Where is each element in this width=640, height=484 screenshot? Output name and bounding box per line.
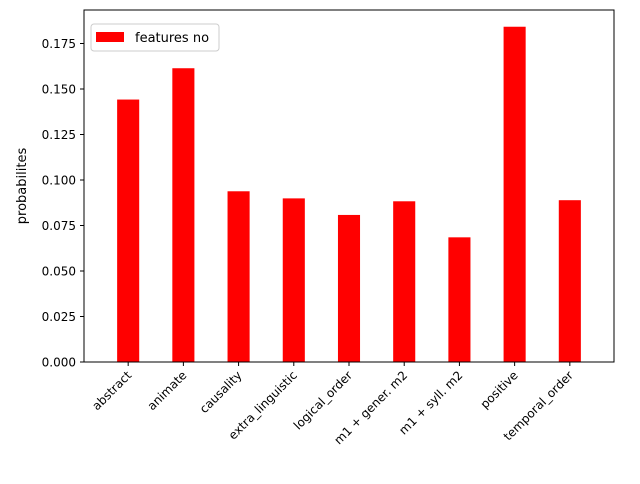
plot-frame	[83, 9, 615, 363]
y-axis-label: probabilites	[15, 148, 30, 225]
y-tick-label: 0.025	[42, 310, 76, 324]
y-tick-label: 0.000	[42, 356, 76, 370]
x-tick-label: causality	[197, 368, 245, 416]
bars-layer	[117, 26, 581, 363]
bar-temporal-order	[558, 200, 581, 362]
y-tick-label: 0.125	[42, 128, 76, 142]
legend-label: features no	[135, 31, 209, 46]
bar-abstract	[117, 99, 140, 363]
legend-frame	[90, 23, 220, 52]
x-axis: abstract animate causalityextra_linguistic…	[89, 362, 576, 447]
bar-logical-order	[337, 214, 361, 362]
y-axis: 0.000 0.025 0.050 0.075 0.100 0.125 0.150 0.175	[42, 37, 84, 370]
y-tick-label: 0.100	[42, 173, 76, 187]
bar-causality	[227, 191, 250, 362]
y-tick-label: 0.050	[42, 265, 76, 279]
y-tick-label: 0.075	[42, 219, 76, 233]
bar-extra-linguistic	[282, 198, 305, 362]
x-tick-label: animate	[145, 368, 190, 413]
bar-animate	[172, 68, 195, 363]
legend: features no	[90, 23, 220, 52]
bar-m1-syll-m2	[448, 237, 471, 362]
y-tick-label: 0.150	[42, 82, 76, 96]
bar-m1-gener-m2	[393, 201, 416, 362]
y-tick-label: 0.175	[42, 37, 76, 51]
legend-swatch	[96, 32, 124, 42]
bar-positive	[503, 26, 526, 363]
x-tick-label: positive	[478, 368, 521, 411]
x-tick-label: abstract	[89, 368, 134, 413]
